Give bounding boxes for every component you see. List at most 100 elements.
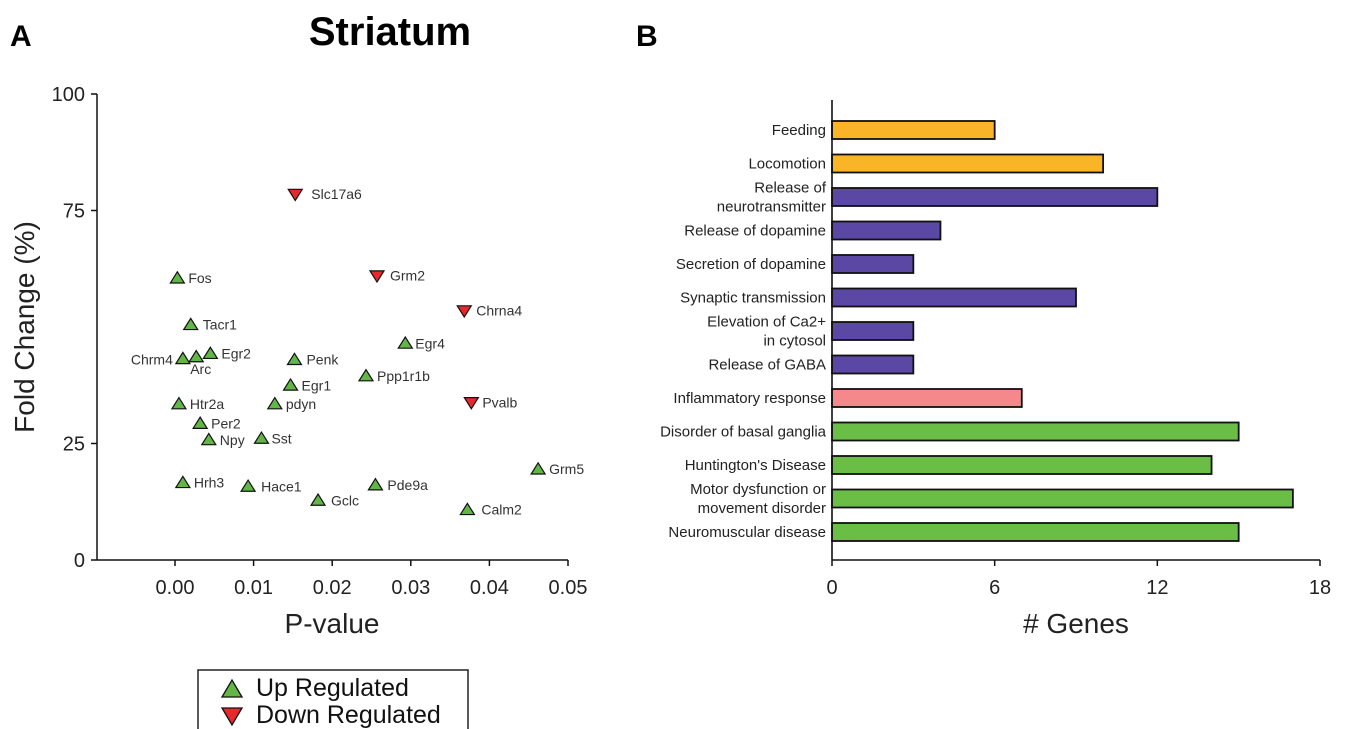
scatter-y-axis-label: Fold Change (%) [9, 221, 40, 433]
scatter-point-sst [253, 430, 270, 444]
bar-category-label: Motor dysfunction or [690, 481, 826, 498]
scatter-x-axis-label: P-value [285, 608, 380, 639]
scatter-point-label: Fos [188, 270, 211, 286]
scatter-x-tick-label: 0.00 [156, 577, 195, 599]
legend: Up Regulated Down Regulated [197, 669, 469, 729]
legend-down-label: Down Regulated [256, 701, 441, 729]
bar-category-label: Secretion of dopamine [676, 256, 826, 273]
scatter-point-label: Sst [271, 430, 291, 446]
scatter-point-label: Htr2a [190, 396, 224, 412]
bar-category-label: Release of [754, 180, 827, 197]
bar-category-label: Synaptic transmission [680, 290, 826, 307]
scatter-point-label: Egr4 [415, 335, 445, 351]
scatter-point-egr1 [282, 377, 299, 391]
bar-x-tick-label: 12 [1146, 577, 1168, 599]
bar-category-label: movement disorder [698, 500, 826, 517]
scatter-point-penk [286, 352, 303, 366]
panel-a-letter: A [10, 20, 32, 53]
bar-category-label: Release of GABA [708, 357, 826, 374]
scatter-point-per2 [192, 416, 209, 429]
scatter-point-calm2 [459, 502, 476, 516]
bar-feeding [831, 120, 996, 140]
scatter-x-tick-label: 0.02 [313, 577, 352, 599]
scatter-point-label: Penk [306, 352, 339, 368]
bar-release-of-dopamine [831, 220, 942, 241]
scatter-point-label: Grm5 [549, 461, 584, 477]
scatter-point-pvalb [463, 396, 480, 410]
bar-inflammatory-response [831, 388, 1023, 408]
panel-b-letter: B [636, 20, 658, 53]
scatter-point-label: Tacr1 [203, 317, 237, 333]
scatter-point-label: Chrm4 [131, 352, 173, 368]
bar-elevation-of-ca2-in-cytosol [831, 321, 915, 341]
scatter-point-npy [200, 432, 217, 446]
scatter-point-fos [169, 270, 186, 284]
scatter-point-label: Chrna4 [476, 303, 522, 319]
scatter-point-label: Pvalb [482, 394, 517, 410]
legend-up-label: Up Regulated [256, 674, 409, 702]
scatter-point-label: Grm2 [390, 268, 425, 284]
scatter-point-egr4 [397, 335, 414, 349]
scatter-point-hace1 [240, 478, 257, 492]
scatter-point-label: Per2 [211, 415, 241, 431]
bar-category-label: Huntington's Disease [685, 457, 826, 474]
scatter-y-tick-label: 25 [63, 434, 85, 456]
bar-category-label: Elevation of Ca2+ [707, 314, 826, 331]
legend-down-triangle-icon [220, 707, 244, 727]
scatter-point-label: pdyn [286, 396, 316, 412]
scatter-point-pde9a [367, 477, 384, 491]
scatter-point-slc17a6 [287, 188, 304, 202]
scatter-x-tick-label: 0.01 [234, 577, 273, 599]
scatter-x-tick-label: 0.04 [470, 577, 509, 599]
scatter-point-label: Slc17a6 [311, 186, 362, 202]
bar-category-label: Disorder of basal ganglia [660, 424, 827, 441]
bar-locomotion [831, 153, 1105, 174]
scatter-point-label: Pde9a [387, 477, 428, 493]
bar-huntington-s-disease [831, 455, 1213, 475]
legend-up-triangle-icon [220, 678, 244, 698]
scatter-point-egr2 [202, 346, 219, 360]
bar-x-tick-label: 0 [826, 577, 837, 599]
scatter-point-label: Egr1 [302, 377, 332, 393]
scatter-point-label: Calm2 [481, 502, 522, 518]
bar-chart: Feeding Locomotion Release of neurotransmit… [660, 100, 1331, 599]
scatter-point-hrh3 [174, 475, 191, 489]
bar-neuromuscular-disease [831, 522, 1240, 542]
scatter-point-label: Gclc [331, 492, 359, 508]
scatter-y-tick-label: 75 [63, 201, 85, 223]
scatter-x-tick-label: 0.03 [391, 577, 430, 599]
bar-category-label: Neuromuscular disease [668, 524, 826, 541]
scatter-point-ppp1r1b [357, 368, 375, 382]
bar-secretion-of-dopamine [831, 254, 915, 274]
scatter-point-label: Hrh3 [194, 475, 225, 491]
bar-category-label: neurotransmitter [717, 199, 826, 216]
scatter-point-htr2a [170, 396, 188, 410]
bar-category-label: Feeding [772, 122, 826, 139]
bar-x-tick-label: 18 [1309, 577, 1331, 599]
bar-release-of-neurotransmitter [831, 187, 1159, 207]
bar-x-axis-label: # Genes [1023, 608, 1129, 639]
bar-category-label: Inflammatory response [673, 390, 826, 407]
scatter-point-pdyn [266, 396, 283, 410]
bar-disorder-of-basal-ganglia [831, 421, 1240, 442]
bar-category-label: in cytosol [763, 333, 826, 350]
scatter-point-tacr1 [182, 317, 199, 331]
bar-category-label: Locomotion [748, 156, 826, 173]
scatter-plot: 0.00 0.01 0.02 0.03 0.04 0.05 0 25 75 100 Slc17a6 F… [52, 84, 588, 599]
scatter-point-grm5 [530, 461, 547, 475]
bar-release-of-gaba [831, 354, 915, 375]
scatter-x-tick-label: 0.05 [549, 577, 588, 599]
scatter-point-chrna4 [456, 305, 473, 319]
scatter-point-label: Ppp1r1b [377, 368, 430, 384]
legend-box [197, 669, 469, 729]
bar-motor-dysfunction-or-movement-disorder [831, 488, 1294, 509]
scatter-title: Striatum [309, 10, 471, 54]
scatter-point-chrm4 [174, 351, 191, 365]
scatter-point-arc [188, 349, 205, 363]
scatter-point-label: Npy [220, 432, 245, 448]
scatter-point-gclc [309, 492, 327, 506]
bar-synaptic-transmission [831, 287, 1077, 308]
scatter-y-tick-label: 100 [52, 84, 85, 106]
bar-x-tick-label: 6 [989, 577, 1000, 599]
scatter-y-tick-label: 0 [74, 550, 85, 572]
